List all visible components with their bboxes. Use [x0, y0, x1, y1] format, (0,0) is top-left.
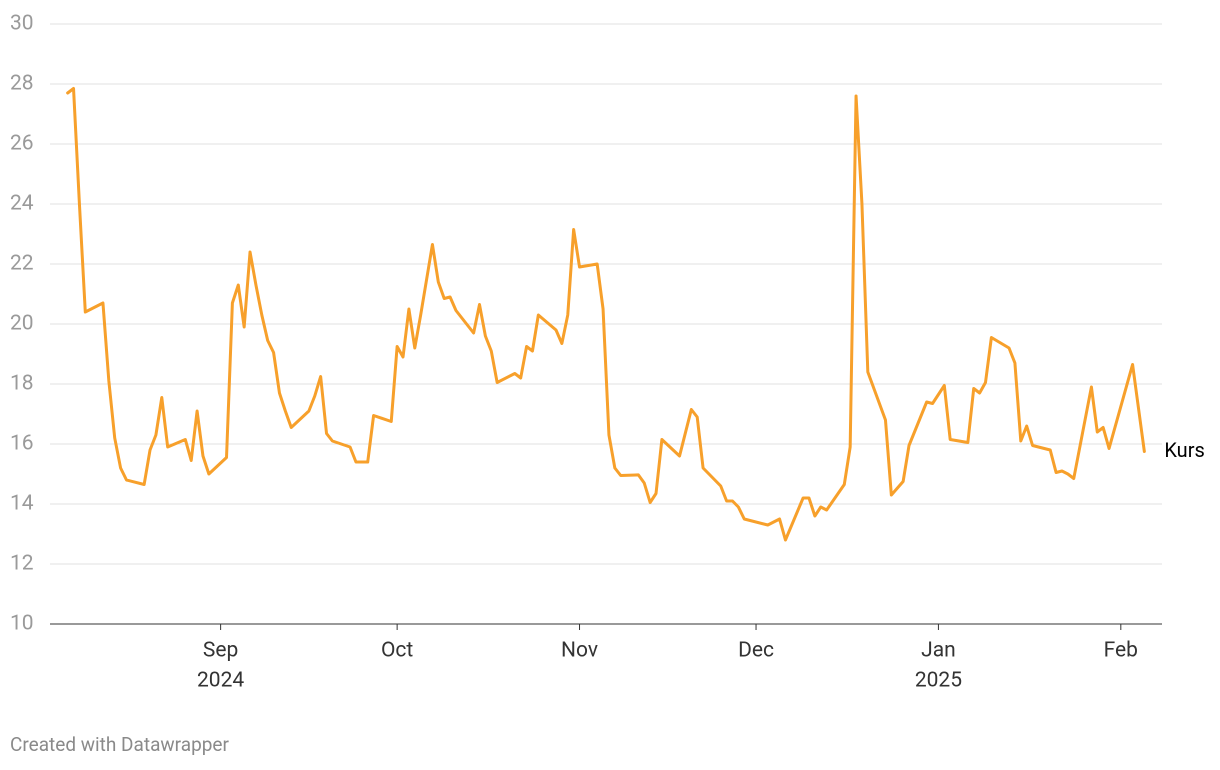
x-tick-label: Sep [203, 639, 238, 663]
y-tick-label: 28 [10, 72, 34, 96]
y-tick-label: 12 [10, 552, 34, 576]
y-tick-label: 22 [10, 252, 34, 276]
x-tick-label: Jan [921, 639, 956, 663]
y-tick-label: 18 [10, 372, 34, 396]
y-tick-label: 30 [10, 12, 34, 36]
footer: Created with Datawrapper [10, 733, 229, 756]
series-label: Kurs [1164, 438, 1204, 462]
x-year-label: 2025 [915, 669, 962, 693]
y-tick-label: 20 [10, 312, 34, 336]
line [66, 87, 1146, 542]
x-tick-label: Dec [738, 639, 774, 663]
x-tick-label: Feb [1104, 639, 1138, 663]
x-year-label: 2024 [197, 669, 244, 693]
y-tick-label: 26 [10, 132, 34, 156]
y-tick-label: 24 [10, 192, 34, 216]
y-tick-label: 14 [10, 492, 34, 516]
x-tick-label: Oct [381, 639, 413, 663]
x-tick-label: Nov [561, 639, 598, 663]
y-tick-label: 10 [10, 612, 34, 636]
y-tick-label: 16 [10, 432, 34, 456]
